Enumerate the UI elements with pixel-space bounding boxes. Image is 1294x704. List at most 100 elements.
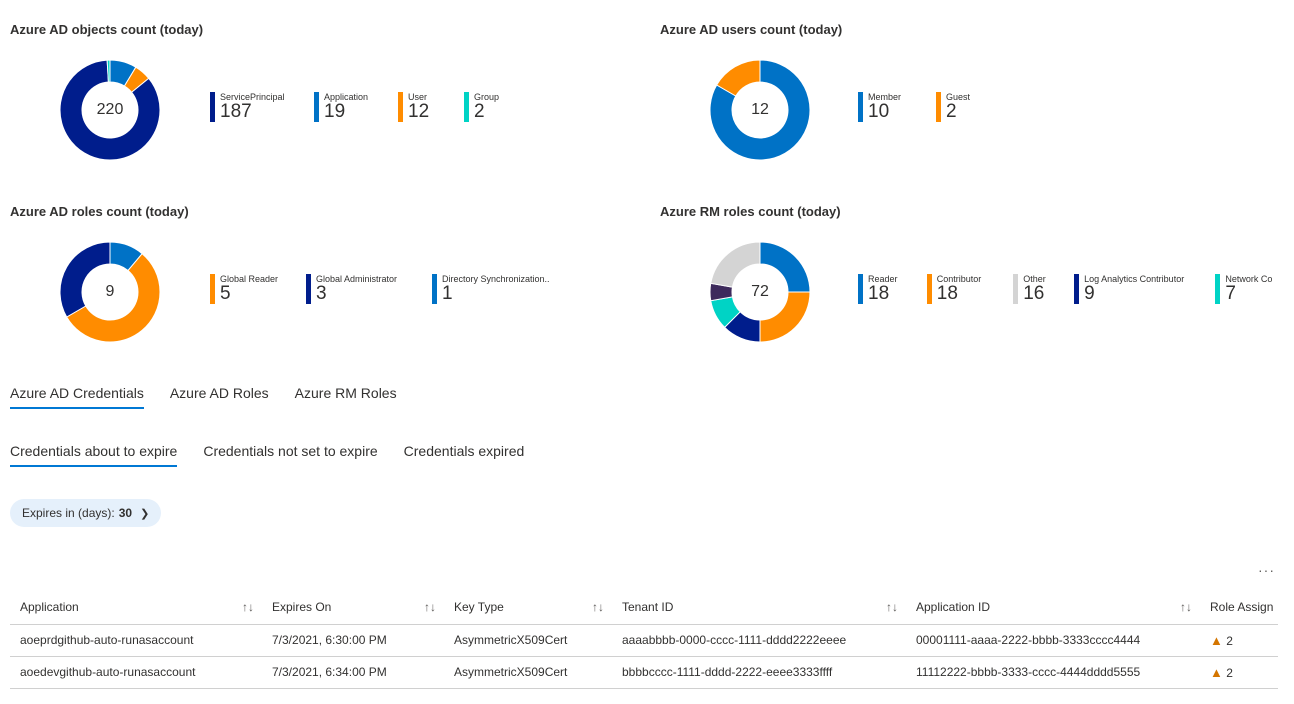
filter-label: Expires in (days): (22, 506, 115, 520)
sort-icon[interactable]: ↑↓ (1180, 600, 1192, 614)
column-header[interactable]: Role Assign (1200, 590, 1278, 625)
legend-color-swatch (1215, 274, 1221, 304)
donut-chart: 9 (59, 241, 161, 343)
legend-item[interactable]: Reader 18 (858, 272, 927, 304)
legend-item[interactable]: Contributor 18 (926, 272, 1013, 304)
legend-color-swatch (464, 92, 469, 122)
table-cell: ▲ 2 (1200, 656, 1278, 689)
legend-item[interactable]: User 12 (398, 90, 464, 122)
column-label: Expires On (272, 599, 332, 614)
legend-label: Global Reader (220, 274, 279, 284)
donut-total: 220 (96, 101, 124, 118)
table-cell: 7/3/2021, 6:34:00 PM (262, 656, 444, 689)
column-header[interactable]: Tenant ID ↑↓ (612, 590, 906, 625)
tab-azure-ad-credentials[interactable]: Azure AD Credentials (10, 385, 144, 409)
donut-total: 72 (751, 283, 769, 300)
donut-slice[interactable] (716, 59, 761, 97)
legend-value: 9 (1084, 283, 1095, 304)
column-header[interactable]: Application ↑↓ (10, 590, 262, 625)
table-cell: AsymmetricX509Cert (444, 656, 612, 689)
legend-label: Other (1023, 274, 1046, 284)
legend-item[interactable]: Member 10 (858, 90, 936, 122)
tab-credentials-not-set-to-expire[interactable]: Credentials not set to expire (203, 443, 378, 459)
legend-label: Directory Synchronization... (442, 274, 550, 284)
legend-item[interactable]: Global Administrator 3 (306, 272, 432, 304)
legend-label: Log Analytics Contributor (1084, 274, 1185, 284)
legend-color-swatch (858, 274, 863, 304)
legend-item[interactable]: Other 16 (1013, 272, 1074, 304)
legend-label: Application (324, 92, 369, 102)
column-label: Tenant ID (622, 599, 674, 614)
table-cell: 11112222-bbbb-3333-cccc-4444dddd5555 (906, 656, 1200, 689)
column-header[interactable]: Expires On ↑↓ (262, 590, 444, 625)
chart-legend: ServicePrincipal 187 Application 19 User 12 Gr… (210, 90, 524, 122)
tab-azure-ad-roles[interactable]: Azure AD Roles (169, 385, 269, 401)
legend-item[interactable]: Application 19 (314, 90, 398, 122)
legend-item[interactable]: Directory Synchronization... 1 (432, 272, 562, 304)
tab-azure-rm-roles[interactable]: Azure RM Roles (294, 385, 397, 401)
sub-tabs: Credentials about to expire Credentials … (10, 443, 550, 467)
legend-value: 10 (868, 101, 890, 122)
donut-slice[interactable] (59, 59, 161, 161)
legend-item[interactable]: Network Co 7 (1215, 272, 1294, 304)
donut-slice[interactable] (710, 241, 761, 288)
legend-item[interactable]: Global Reader 5 (210, 272, 306, 304)
legend-label: Reader (868, 274, 898, 284)
donut-slice[interactable] (66, 252, 161, 343)
legend-value: 187 (220, 101, 252, 122)
more-options-button[interactable]: ··· (1258, 562, 1275, 578)
legend-value: 16 (1023, 283, 1045, 304)
legend-label: Global Administrator (316, 274, 398, 284)
legend-value: 5 (220, 283, 231, 304)
legend-color-swatch (1013, 274, 1019, 304)
donut-slice[interactable] (709, 59, 811, 161)
donut-chart: 12 (709, 59, 811, 161)
legend-color-swatch (306, 274, 311, 304)
table-row[interactable]: aoedevgithub-auto-runasaccount 7/3/2021, … (10, 656, 1278, 689)
legend-item[interactable]: Guest 2 (936, 90, 996, 122)
legend-label: Contributor (936, 274, 982, 284)
sort-icon[interactable]: ↑↓ (242, 600, 254, 614)
table-cell: ▲ 2 (1200, 624, 1278, 657)
table-cell: bbbbcccc-1111-dddd-2222-eeee3333ffff (612, 656, 906, 689)
warning-icon: ▲ (1210, 632, 1223, 648)
sort-icon[interactable]: ↑↓ (592, 600, 604, 614)
legend-value: 18 (936, 283, 958, 304)
legend-value: 3 (316, 283, 327, 304)
tab-credentials-expired[interactable]: Credentials expired (403, 443, 525, 459)
table-cell: AsymmetricX509Cert (444, 624, 612, 657)
donut-slice[interactable] (106, 59, 111, 83)
table-cell: aaaabbbb-0000-cccc-1111-dddd2222eeee (612, 624, 906, 657)
chevron-down-icon: ❯ (140, 507, 150, 520)
legend-color-swatch (210, 274, 215, 304)
legend-color-swatch (210, 92, 215, 122)
legend-item[interactable]: Log Analytics Contributor 9 (1074, 272, 1215, 304)
chart-title: Azure AD objects count (today) (10, 22, 204, 37)
chart-legend: Member 10 Guest 2 (858, 90, 996, 122)
legend-color-swatch (314, 92, 319, 122)
sort-icon[interactable]: ↑↓ (424, 600, 436, 614)
table-cell: 7/3/2021, 6:30:00 PM (262, 624, 444, 657)
chart-legend: Reader 18 Contributor 18 Other 16 Log Analytic… (858, 272, 1294, 304)
sort-icon[interactable]: ↑↓ (886, 600, 898, 614)
legend-color-swatch (398, 92, 403, 122)
legend-value: 12 (408, 101, 430, 122)
legend-item[interactable]: Group 2 (464, 90, 524, 122)
legend-label: Guest (946, 92, 971, 102)
table-cell: aoeprdgithub-auto-runasaccount (10, 624, 262, 657)
donut-chart: 220 (59, 59, 161, 161)
legend-item[interactable]: ServicePrincipal 187 (210, 90, 314, 122)
table-row[interactable]: aoeprdgithub-auto-runasaccount 7/3/2021, … (10, 624, 1278, 657)
column-header[interactable]: Application ID ↑↓ (906, 590, 1200, 625)
legend-color-swatch (432, 274, 437, 304)
legend-label: ServicePrincipal (220, 92, 285, 102)
column-header[interactable]: Key Type ↑↓ (444, 590, 612, 625)
donut-slice[interactable] (59, 241, 111, 318)
column-label: Role Assign (1210, 599, 1274, 614)
expires-filter-button[interactable]: Expires in (days): 30 ❯ (10, 499, 162, 527)
tab-credentials-about-to-expire[interactable]: Credentials about to expire (10, 443, 178, 467)
role-assignment-count: 2 (1226, 633, 1233, 648)
legend-color-swatch (858, 92, 863, 122)
legend-color-swatch (926, 274, 932, 304)
table-cell: 00001111-aaaa-2222-bbbb-3333cccc4444 (906, 624, 1200, 657)
